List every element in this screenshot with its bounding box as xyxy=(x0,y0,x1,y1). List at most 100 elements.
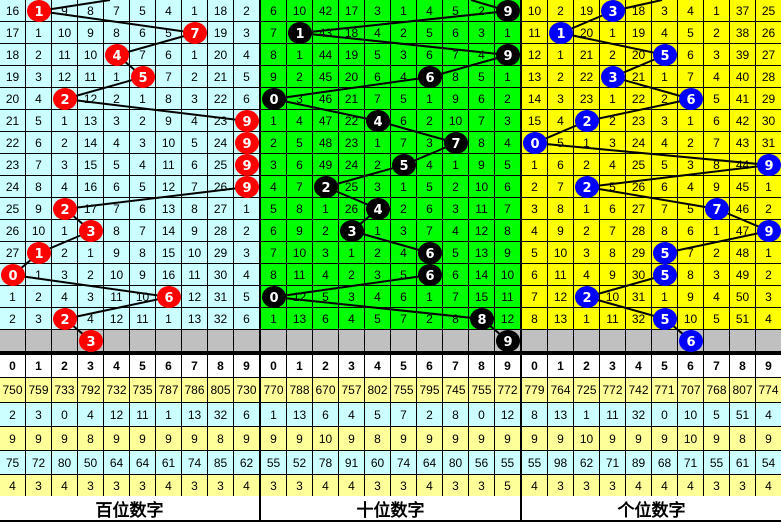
grid-cell: 5 xyxy=(287,132,312,153)
grid-cell: 26 xyxy=(0,220,25,241)
grid-cell: 4 xyxy=(52,286,77,307)
grid-cell: 5 xyxy=(443,242,468,263)
grid-cell: 8 xyxy=(130,242,155,263)
stat-cell: 779 xyxy=(522,378,547,402)
grid-cell: 1 xyxy=(600,88,625,109)
digit-header: 1 xyxy=(287,355,312,377)
grid-cell: 12 xyxy=(52,66,77,87)
grid-cell xyxy=(182,330,207,351)
grid-cell: 9 xyxy=(52,0,77,21)
grid-cell: 46 xyxy=(313,88,338,109)
grid-cell xyxy=(261,330,286,351)
grid-cell: 3 xyxy=(704,44,729,65)
table-row: 12121220633927 xyxy=(522,44,781,66)
grid-cell: 11 xyxy=(287,264,312,285)
grid-cell: 23 xyxy=(0,154,25,175)
grid-cell: 10 xyxy=(548,242,573,263)
table-row: 16242553844 xyxy=(522,154,781,176)
grid-cell: 8 xyxy=(156,88,181,109)
grid-cell xyxy=(417,242,442,263)
grid-cell: 7 xyxy=(443,44,468,65)
stat-cell: 10 xyxy=(574,427,599,450)
grid-cell: 1 xyxy=(600,22,625,43)
digit-header-row: 0123456789 xyxy=(261,355,521,378)
stat-cell: 2 xyxy=(417,403,442,426)
grid-cell: 7 xyxy=(104,0,129,21)
grid-cell: 27 xyxy=(756,44,781,65)
grid-cell: 2 xyxy=(182,66,207,87)
grid-cell: 13 xyxy=(548,308,573,329)
grid-cell: 2 xyxy=(600,110,625,131)
table-row: 10219183413725 xyxy=(522,0,781,22)
grid-cell: 29 xyxy=(626,242,651,263)
grid-cell xyxy=(156,330,181,351)
stats-row: 4333444334 xyxy=(522,475,781,497)
grid-cell xyxy=(287,330,312,351)
stat-cell: 56 xyxy=(469,451,494,474)
grid-cell: 7 xyxy=(261,22,286,43)
grid-cell: 26 xyxy=(339,198,364,219)
grid-cell: 20 xyxy=(208,44,233,65)
grid-cell: 2 xyxy=(548,0,573,21)
stat-cell: 8 xyxy=(365,427,390,450)
grid-cell: 4 xyxy=(365,286,390,307)
hundreds-panel: 1698754118217110986519318211107612041931… xyxy=(0,0,260,522)
grid-cell xyxy=(652,44,677,65)
stat-cell: 742 xyxy=(626,378,651,402)
stat-cell: 64 xyxy=(104,451,129,474)
grid-cell: 2 xyxy=(443,176,468,197)
grid-cell: 6 xyxy=(469,88,494,109)
table-row: 92452064851 xyxy=(261,66,521,88)
stat-cell: 786 xyxy=(182,378,207,402)
stat-cell: 807 xyxy=(730,378,755,402)
digit-header: 0 xyxy=(0,355,25,377)
grid-cell: 10 xyxy=(182,242,207,263)
grid-cell xyxy=(652,308,677,329)
grid-cell: 2 xyxy=(469,0,494,21)
grid-cell xyxy=(652,330,677,351)
grid-cell: 6 xyxy=(704,110,729,131)
grid-cell: 3 xyxy=(652,0,677,21)
grid-cell: 2 xyxy=(26,44,51,65)
grid-cell: 9 xyxy=(600,264,625,285)
grid-cell xyxy=(104,330,129,351)
table-row: 125346171511 xyxy=(261,286,521,308)
grid-cell: 24 xyxy=(208,132,233,153)
grid-cell xyxy=(574,286,599,307)
grid-cell: 9 xyxy=(261,66,286,87)
grid-cell: 9 xyxy=(443,88,468,109)
grid-cell: 8 xyxy=(182,198,207,219)
stats-row: 23041211113326 xyxy=(0,403,260,427)
grid-cell: 13 xyxy=(522,66,547,87)
stat-cell: 755 xyxy=(469,378,494,402)
stat-cell: 5 xyxy=(704,403,729,426)
grid-cell: 4 xyxy=(261,176,286,197)
grid-cell: 9 xyxy=(26,198,51,219)
grid-cell xyxy=(287,22,312,43)
grid-cell: 3 xyxy=(391,220,416,241)
stat-cell: 68 xyxy=(652,451,677,474)
grid-cell: 12 xyxy=(182,286,207,307)
grid-cell: 7 xyxy=(365,88,390,109)
units-panel: 1021918341372511201194523826121212206339… xyxy=(522,0,781,522)
grid-cell: 25 xyxy=(626,154,651,175)
table-row: 13222211744028 xyxy=(522,66,781,88)
grid-cell xyxy=(130,66,155,87)
grid-cell xyxy=(600,0,625,21)
grid-cell: 12 xyxy=(495,308,520,329)
grid-cell: 7 xyxy=(443,286,468,307)
grid-cell: 2 xyxy=(365,154,390,175)
grid-cell xyxy=(548,22,573,43)
grid-cell: 27 xyxy=(0,242,25,263)
grid-cell: 5 xyxy=(704,308,729,329)
digit-header: 1 xyxy=(26,355,51,377)
stat-cell: 3 xyxy=(26,403,51,426)
grid-cell xyxy=(652,264,677,285)
grid-cell: 4 xyxy=(130,154,155,175)
grid-cell: 1 xyxy=(78,242,103,263)
grid-cell xyxy=(234,330,259,351)
stat-cell: 74 xyxy=(391,451,416,474)
grid-cell: 1 xyxy=(756,242,781,263)
grid-cell: 3 xyxy=(287,88,312,109)
grid-cell: 8 xyxy=(261,44,286,65)
